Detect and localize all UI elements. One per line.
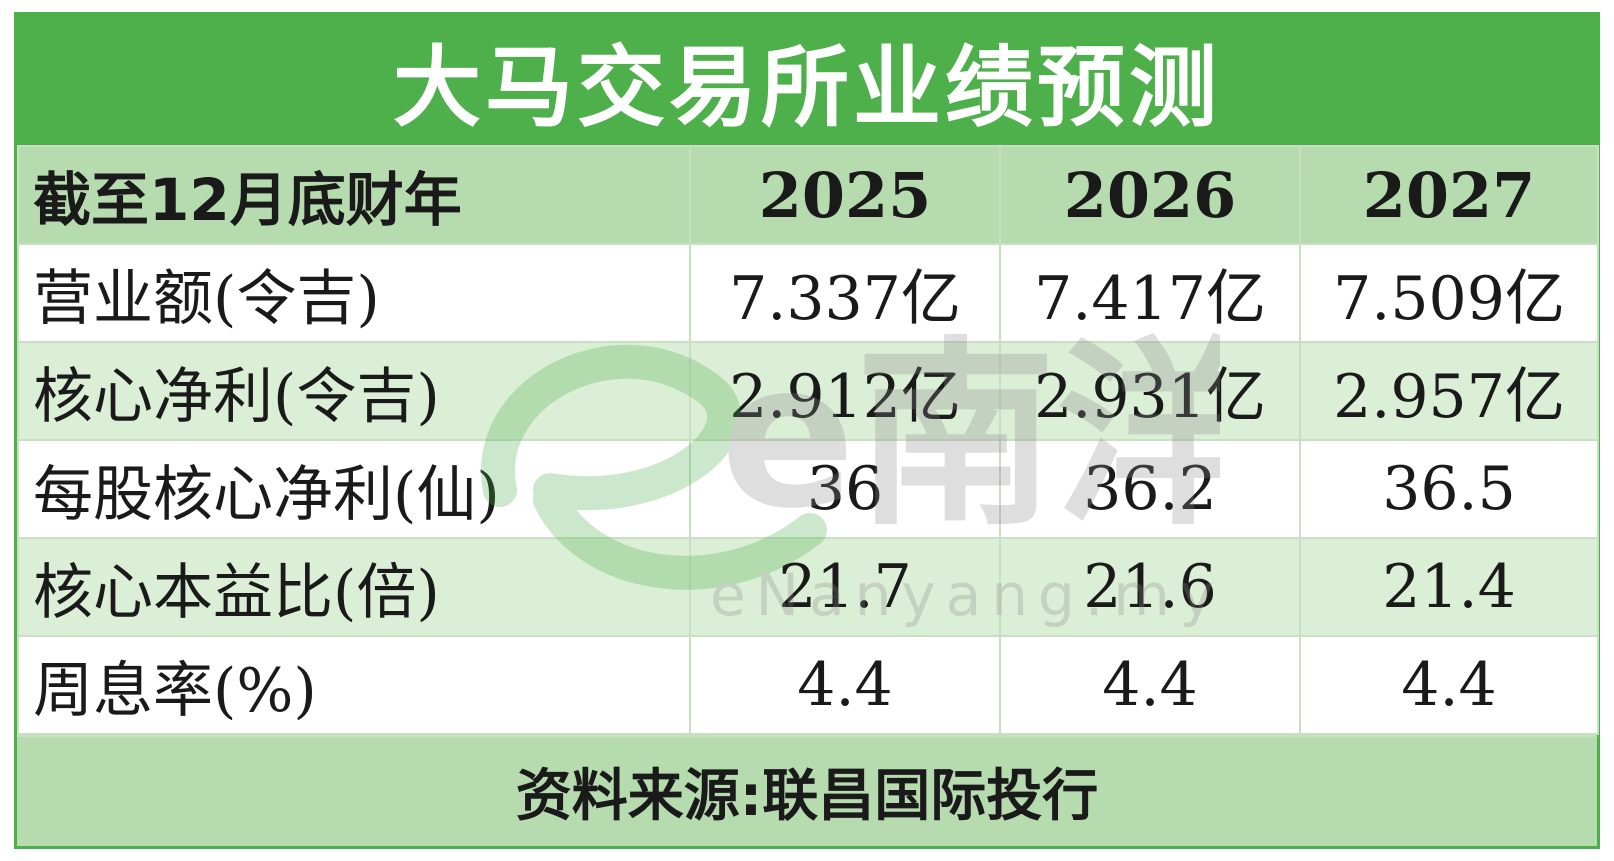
header-year: 2025 bbox=[689, 145, 1001, 245]
row-label: 周息率(%) bbox=[17, 635, 691, 735]
cell-value: 21.4 bbox=[1299, 537, 1599, 637]
cell-value: 4.4 bbox=[1299, 635, 1599, 735]
row-label: 每股核心净利(仙) bbox=[17, 439, 691, 539]
row-label: 核心本益比(倍) bbox=[17, 537, 691, 637]
cell-value: 2.912亿 bbox=[689, 341, 1001, 441]
table-row: 周息率(%) 4.4 4.4 4.4 bbox=[17, 635, 1599, 735]
cell-value: 4.4 bbox=[999, 635, 1301, 735]
cell-value: 36.2 bbox=[999, 439, 1301, 539]
table-row: 核心本益比(倍) 21.7 21.6 21.4 bbox=[17, 537, 1599, 637]
table-card: 大马交易所业绩预测 截至12月底财年 2025 2026 2027 营业额(令吉… bbox=[14, 12, 1600, 849]
cell-value: 4.4 bbox=[689, 635, 1001, 735]
header-label: 截至12月底财年 bbox=[17, 145, 691, 245]
cell-value: 21.6 bbox=[999, 537, 1301, 637]
source-note: 资料来源:联昌国际投行 bbox=[17, 735, 1597, 846]
table-row: 营业额(令吉) 7.337亿 7.417亿 7.509亿 bbox=[17, 243, 1599, 343]
table-title: 大马交易所业绩预测 bbox=[17, 15, 1597, 145]
header-year: 2027 bbox=[1299, 145, 1599, 245]
header-row: 截至12月底财年 2025 2026 2027 bbox=[17, 145, 1599, 245]
cell-value: 7.509亿 bbox=[1299, 243, 1599, 343]
cell-value: 2.931亿 bbox=[999, 341, 1301, 441]
cell-value: 36 bbox=[689, 439, 1001, 539]
row-label: 营业额(令吉) bbox=[17, 243, 691, 343]
table-row: 每股核心净利(仙) 36 36.2 36.5 bbox=[17, 439, 1599, 539]
cell-value: 36.5 bbox=[1299, 439, 1599, 539]
header-year: 2026 bbox=[999, 145, 1301, 245]
row-label: 核心净利(令吉) bbox=[17, 341, 691, 441]
forecast-table: 截至12月底财年 2025 2026 2027 营业额(令吉) 7.337亿 7… bbox=[17, 145, 1599, 735]
table-row: 核心净利(令吉) 2.912亿 2.931亿 2.957亿 bbox=[17, 341, 1599, 441]
cell-value: 7.337亿 bbox=[689, 243, 1001, 343]
cell-value: 21.7 bbox=[689, 537, 1001, 637]
cell-value: 7.417亿 bbox=[999, 243, 1301, 343]
cell-value: 2.957亿 bbox=[1299, 341, 1599, 441]
